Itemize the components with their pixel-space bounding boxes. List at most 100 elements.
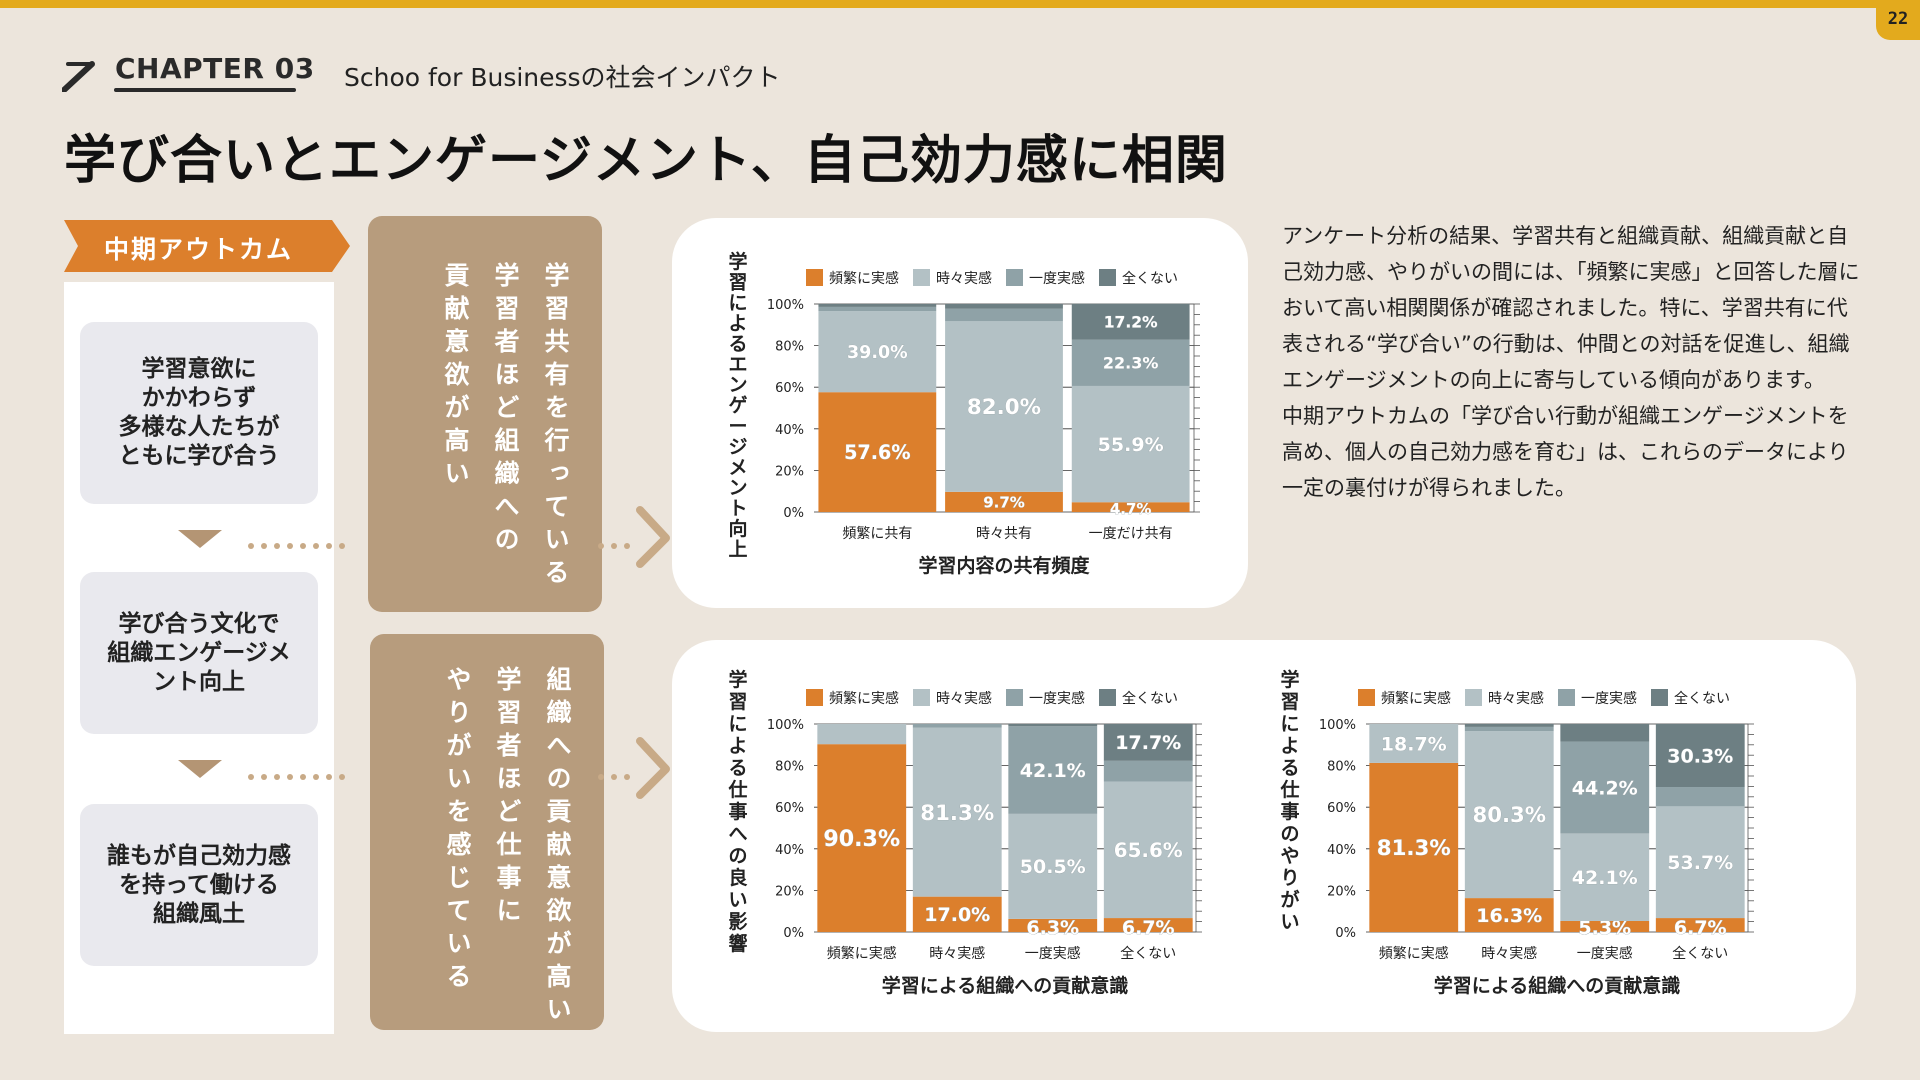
data-label: 6.3% [1026,917,1079,939]
y-axis-title-char: 仕 [727,778,747,801]
y-axis-title-char: 仕 [1279,778,1299,801]
y-axis-title-char: 習 [728,691,747,713]
y-axis-title-char: り [1280,867,1299,889]
bar-segment [1071,385,1190,503]
body-paragraph: 中期アウトカムの「学び合い行動が組織エンゲージメントを高め、個人の自己効力感を育… [1282,404,1849,500]
x-tick-label: 頻繁に実感 [827,945,897,962]
y-axis-title-char: 向 [728,517,747,540]
y-axis-title-char: に [1280,713,1299,735]
legend-label: 一度実感 [1581,690,1637,707]
bar-segment [1071,303,1190,340]
connector-dots [248,765,352,780]
y-tick-label: 100% [1319,718,1356,733]
bar-segment [1008,813,1098,919]
down-arrow-icon [178,530,222,548]
bar-segment [945,308,1063,322]
legend-label: 時々実感 [936,270,992,287]
bar-segment [817,744,907,932]
bar-segment [1655,806,1745,919]
legend-label: 一度実感 [1029,270,1085,287]
bar-segment [818,304,937,307]
legend-label: 時々実感 [936,690,992,707]
bar-segment [1071,502,1190,512]
data-label: 65.6% [1114,839,1183,862]
x-axis-title: 学習による組織への貢献意識 [882,974,1128,997]
data-label: 42.1% [1020,760,1086,782]
outcome-tag: 中期アウトカム [64,220,350,272]
legend-swatch [1006,689,1023,706]
y-axis-title-char: の [1280,823,1299,845]
data-label: 57.6% [844,441,911,464]
x-tick-label: 時々共有 [976,526,1032,542]
y-axis-title-char: 学 [1280,668,1299,691]
bar-segment [1560,741,1650,834]
bar-segment [912,896,1002,932]
finding-box-top: 学習共有を行っている 学習者ほど組織への 貢献意欲が高い [368,216,602,612]
y-tick-label: 40% [775,843,804,858]
legend-swatch [1465,689,1482,706]
bar-segment [1464,731,1554,899]
bar-segment [945,304,1063,309]
y-axis-title-char: る [1280,757,1299,779]
bar-segment [817,724,907,745]
page-number: 22 [1876,0,1920,40]
legend-label: 時々実感 [1488,690,1544,707]
legend-swatch [1099,689,1116,706]
bar-segment [912,724,1002,728]
y-axis-title-char: い [728,889,747,911]
bar-segment [1655,724,1745,788]
bar-segment [1369,724,1459,763]
y-axis-title-char: 学 [728,250,747,273]
y-axis-title-char: エ [728,354,747,376]
data-label: 81.3% [1377,836,1451,861]
chart-rewarding-work: 0% 20% 40% 60% 80% 100% 81.3% 18.7% 頻繁に実感 16.3% 80… [1279,668,1754,997]
data-label: 81.3% [920,801,994,826]
legend-swatch [1006,269,1023,286]
outcome-tag-shape [64,220,350,272]
chart-card-bottom: 0% 20% 40% 60% 80% 100% 90.3% 頻繁に実感 17.0% 81.3% 時々… [672,640,1856,1032]
chart-card-top: 0% 20% 40% 60% 80% 100% 57.6% 39.0% 頻繁に共有 9.7% 82.… [672,218,1248,608]
bar-segment [818,311,937,393]
legend-swatch [1358,689,1375,706]
legend-label: 全くない [1674,690,1730,707]
bar-segment [945,321,1063,492]
legend-label: 全くない [1122,690,1178,707]
connector-dots [598,534,637,549]
legend-label: 頻繁に実感 [1381,690,1451,707]
legend-swatch [1099,269,1116,286]
chapter-slash-icon [62,61,95,92]
bar-segment [1008,724,1098,727]
legend-label: 一度実感 [1029,690,1085,707]
finding-line: 学習者ほど仕事に [493,666,522,930]
y-axis-title-char: 習 [1280,691,1299,713]
data-label: 55.9% [1098,434,1164,456]
y-axis-title-char: ン [728,374,747,396]
y-tick-label: 20% [775,464,804,479]
outcome-card-2: 学び合う文化で 組織エンゲージメ ント向上 [80,572,318,734]
top-accent-bar [0,0,1920,8]
data-label: 9.7% [983,493,1025,511]
bar-segment [818,392,937,512]
y-tick-label: 80% [775,340,804,355]
y-tick-label: 60% [775,381,804,396]
y-axis-title-char: 習 [728,272,747,294]
data-label: 17.7% [1115,732,1181,754]
y-axis-title-char: 良 [728,866,747,889]
data-label: 30.3% [1667,745,1733,767]
legend-swatch [1651,689,1668,706]
right-arrow-icon [636,737,670,799]
x-tick-label: 頻繁に共有 [842,526,912,542]
y-axis-title-char: 事 [1280,800,1299,823]
bar-segment [1560,833,1650,921]
legend-swatch [913,689,930,706]
y-tick-label: 0% [783,926,804,941]
y-axis-title-char: 事 [728,800,747,823]
y-axis-title-char: よ [728,313,747,335]
bar-segment [1369,762,1459,932]
outcome-tag-label: 中期アウトカム [104,235,294,264]
x-axis-title: 学習内容の共有頻度 [918,554,1090,577]
y-tick-label: 80% [1327,760,1356,775]
y-axis-title-char: ゲ [728,395,747,417]
y-tick-label: 100% [767,718,804,733]
data-label: 80.3% [1472,803,1546,828]
